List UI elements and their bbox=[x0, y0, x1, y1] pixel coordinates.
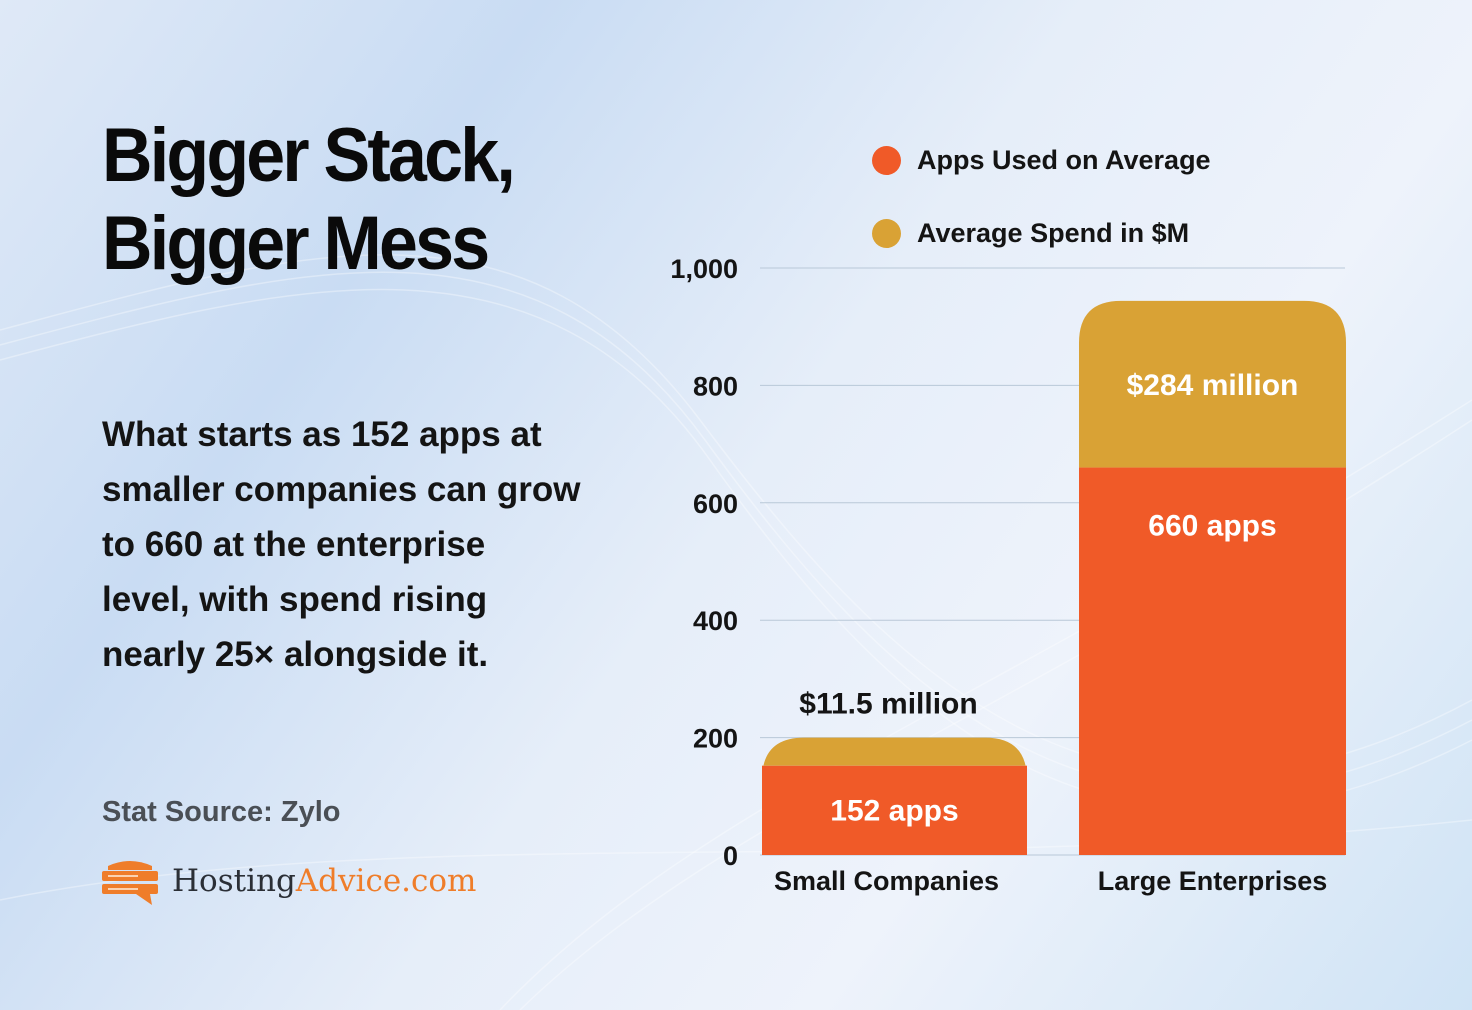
x-category-label: Large Enterprises bbox=[1098, 866, 1328, 896]
legend-label: Apps Used on Average bbox=[917, 145, 1211, 175]
bar-segment-apps bbox=[1079, 467, 1346, 855]
legend-dot-icon bbox=[872, 146, 901, 175]
apps-data-label: 152 apps bbox=[830, 794, 958, 827]
x-category-label: Small Companies bbox=[774, 866, 999, 896]
legend: Apps Used on Average Average Spend in $M bbox=[872, 124, 1211, 270]
y-tick-label: 200 bbox=[693, 724, 738, 754]
description-line: nearly 25× alongside it. bbox=[102, 635, 489, 674]
y-tick-label: 800 bbox=[693, 371, 738, 401]
logo-text: HostingAdvice.com bbox=[172, 863, 476, 899]
server-speech-bubble-icon bbox=[102, 861, 158, 905]
bar-segment-apps bbox=[762, 765, 1027, 855]
stat-source: Stat Source: Zylo bbox=[102, 796, 341, 828]
bar-segment-spend bbox=[762, 737, 1027, 780]
page-title: Bigger Stack, Bigger Mess bbox=[102, 112, 516, 288]
title-line: Bigger Mess bbox=[102, 201, 490, 286]
spend-data-label: $11.5 million bbox=[799, 688, 977, 721]
apps-data-label: 660 apps bbox=[1148, 510, 1276, 543]
title-line: Bigger Stack, bbox=[102, 113, 516, 198]
description-line: level, with spend rising bbox=[102, 580, 488, 619]
description: What starts as 152 apps at smaller compa… bbox=[102, 407, 662, 682]
logo-text-accent: Advice.com bbox=[295, 863, 477, 899]
y-tick-label: 0 bbox=[723, 841, 738, 871]
legend-dot-icon bbox=[872, 219, 901, 248]
bar-segment-spend bbox=[1079, 300, 1346, 468]
y-tick-label: 1,000 bbox=[670, 254, 738, 284]
legend-label: Average Spend in $M bbox=[917, 218, 1190, 248]
description-line: smaller companies can grow bbox=[102, 470, 581, 509]
legend-item-spend: Average Spend in $M bbox=[872, 197, 1211, 270]
legend-item-apps: Apps Used on Average bbox=[872, 124, 1211, 197]
description-line: to 660 at the enterprise bbox=[102, 525, 486, 564]
logo-text-dark: Hosting bbox=[172, 863, 296, 899]
description-line: What starts as 152 apps at bbox=[102, 415, 542, 454]
spend-data-label: $284 million bbox=[1127, 369, 1299, 402]
logo: HostingAdvice.com bbox=[100, 856, 476, 906]
y-tick-label: 400 bbox=[693, 606, 738, 636]
y-tick-label: 600 bbox=[693, 489, 738, 519]
